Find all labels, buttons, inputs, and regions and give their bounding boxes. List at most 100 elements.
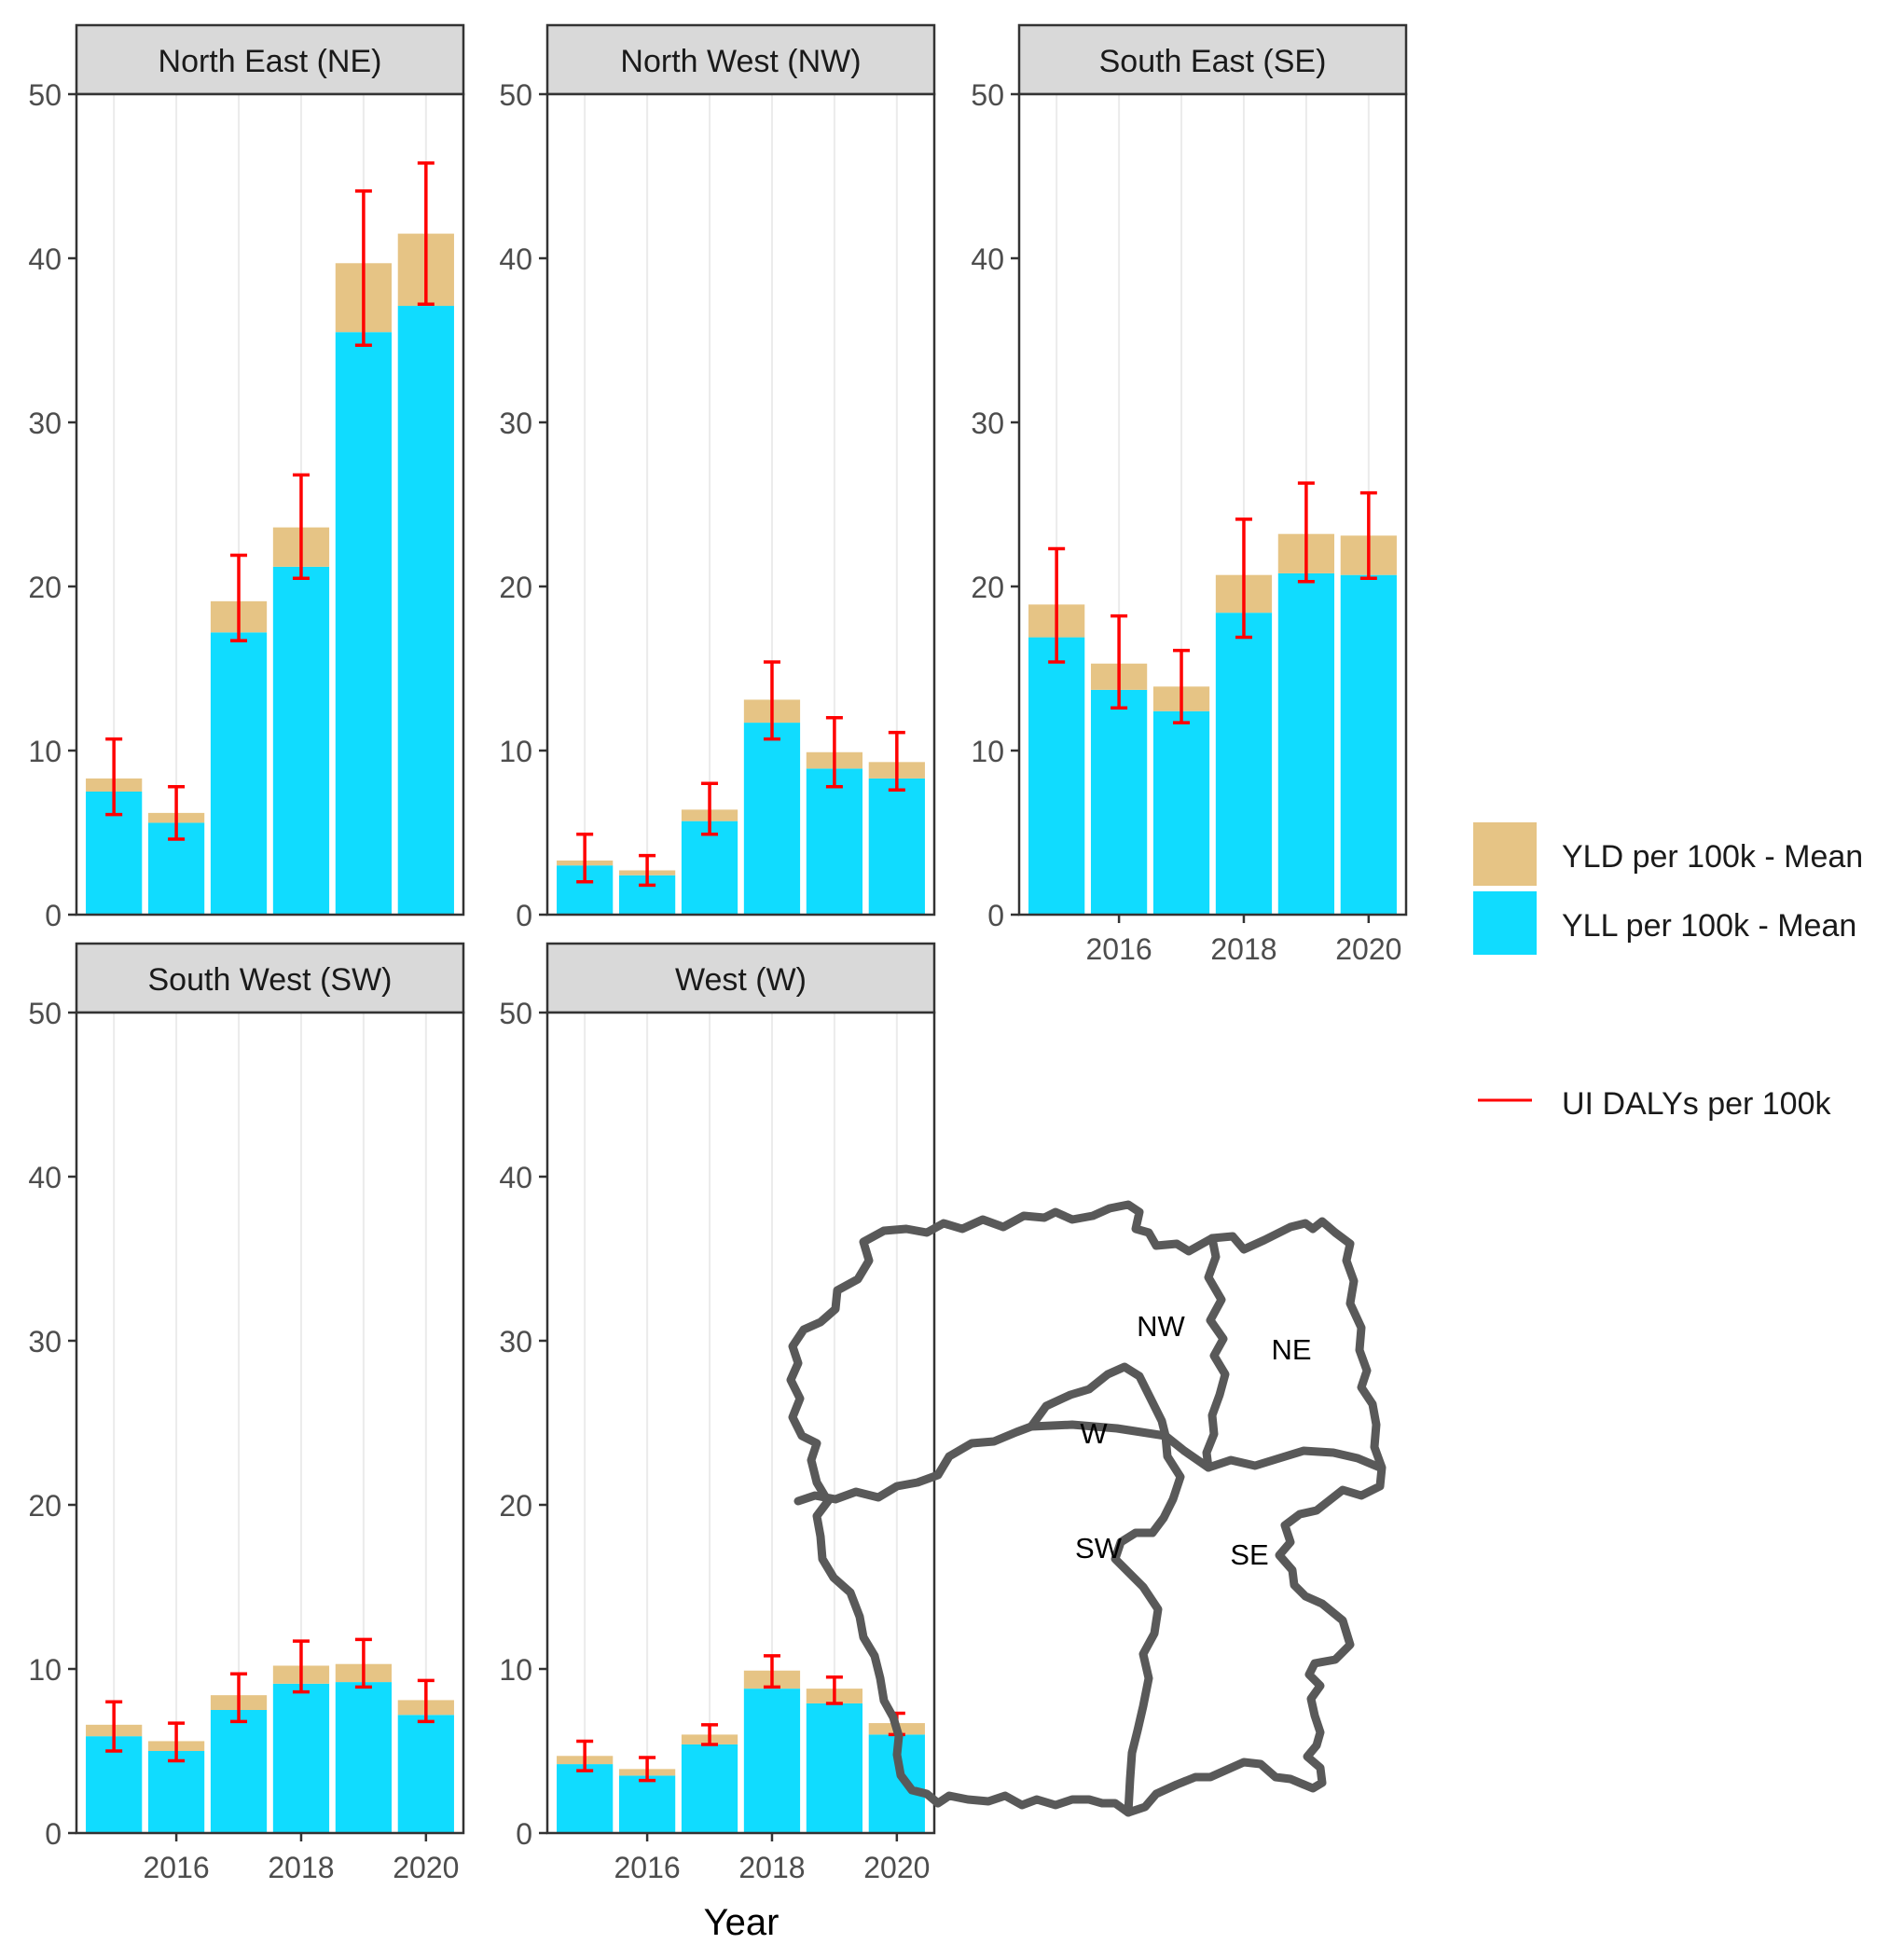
- legend-swatch-yll: [1473, 891, 1537, 955]
- panel-border: [75, 92, 465, 917]
- map-labels: NW NE W SW SE: [1075, 1310, 1312, 1571]
- map-label-w: W: [1080, 1417, 1108, 1450]
- y-tick-label: 10: [28, 735, 62, 768]
- y-tick-label: 50: [28, 997, 62, 1030]
- panel-border: [1017, 92, 1408, 917]
- panel-strip: [75, 942, 465, 1014]
- panel-north-east-ne: North East (NE) 0 10 20 30 40 50: [28, 23, 465, 932]
- y-tick-label: 20: [499, 1489, 532, 1523]
- y-tick-label: 50: [28, 78, 62, 112]
- bar-yll: [335, 1682, 393, 1833]
- y-tick-label: 0: [987, 899, 1004, 932]
- y-tick-label: 30: [28, 1325, 62, 1358]
- germany-region-map: NW NE W SW SE: [786, 1200, 1387, 1817]
- y-tick-label: 40: [28, 242, 62, 276]
- x-tick-label: 2016: [144, 1851, 210, 1884]
- bar-yll: [868, 778, 925, 915]
- panel-title: North West (NW): [620, 44, 861, 79]
- panel-border: [75, 1011, 465, 1835]
- bar-yll: [681, 820, 738, 915]
- bar-yll: [806, 1703, 863, 1833]
- y-tick-label: 30: [971, 407, 1004, 440]
- y-tick-label: 10: [971, 735, 1004, 768]
- bar-yll: [397, 1715, 454, 1833]
- x-axis-title: Year: [704, 1902, 780, 1943]
- legend-label-yll: YLL per 100k - Mean: [1562, 908, 1856, 944]
- plot-background: [547, 1013, 934, 1833]
- bar-yll: [147, 1751, 205, 1833]
- facet-panels: North East (NE) 0 10 20 30 40 50 North West (NW…: [28, 23, 1408, 1884]
- bar-yll: [1152, 710, 1210, 915]
- bar-yll: [1215, 613, 1273, 915]
- y-tick-label: 40: [971, 242, 1004, 276]
- y-tick-label: 20: [971, 571, 1004, 604]
- bar-yll: [210, 1710, 268, 1833]
- y-tick-label: 0: [45, 899, 62, 932]
- y-tick-label: 10: [28, 1653, 62, 1687]
- panel-title: West (W): [675, 962, 807, 998]
- y-tick-label: 10: [499, 1653, 532, 1687]
- y-tick-label: 30: [499, 1325, 532, 1358]
- x-tick-label: 2016: [1086, 932, 1152, 966]
- y-tick-label: 0: [516, 899, 532, 932]
- map-label-nw: NW: [1137, 1310, 1185, 1343]
- x-tick-label: 2018: [268, 1851, 334, 1884]
- bar-yll: [272, 566, 330, 915]
- map-label-se: SE: [1230, 1538, 1268, 1571]
- legend-label-ui: UI DALYs per 100k: [1562, 1086, 1832, 1122]
- plot-background: [76, 1013, 463, 1833]
- legend-label-yld: YLD per 100k - Mean: [1562, 839, 1863, 875]
- y-tick-label: 20: [499, 571, 532, 604]
- x-tick-label: 2020: [1335, 932, 1401, 966]
- x-tick-label: 2018: [1210, 932, 1276, 966]
- panel-title: North East (NE): [159, 44, 382, 79]
- panel-west-w: West (W) 0 10 20 30 40 50 2016 2018 2020: [499, 942, 936, 1884]
- panel-title: South West (SW): [148, 962, 393, 998]
- panel-border: [545, 1011, 936, 1835]
- panel-title: South East (SE): [1099, 44, 1327, 79]
- region-border-nw-ne: [1202, 1234, 1230, 1472]
- x-tick-label: 2018: [738, 1851, 805, 1884]
- y-tick-label: 30: [28, 407, 62, 440]
- y-tick-label: 40: [28, 1161, 62, 1194]
- y-tick-label: 40: [499, 1161, 532, 1194]
- bar-yll: [1277, 572, 1335, 915]
- region-border-main: [793, 1420, 1385, 1506]
- legend-swatch-yld: [1473, 822, 1537, 886]
- bar-yll: [1028, 637, 1085, 915]
- y-tick-label: 0: [516, 1817, 532, 1851]
- bar-yll: [272, 1683, 330, 1833]
- bar-yll: [806, 768, 863, 915]
- y-tick-label: 20: [28, 1489, 62, 1523]
- bar-yll: [210, 632, 268, 915]
- x-tick-label: 2020: [393, 1851, 459, 1884]
- y-tick-label: 20: [28, 571, 62, 604]
- panel-north-west-nw: North West (NW) 0 10 20 30 40 50: [499, 23, 936, 932]
- panel-border: [545, 92, 936, 917]
- bar-yll: [335, 332, 393, 915]
- panel-strip: [75, 23, 465, 96]
- bar-yll: [743, 723, 801, 915]
- map-label-sw: SW: [1075, 1532, 1123, 1565]
- x-tick-label: 2016: [614, 1851, 681, 1884]
- panel-south-west-sw: South West (SW) 0 10 20 30 40 50 2016 2018 2020: [28, 942, 465, 1884]
- bar-yll: [1090, 689, 1148, 915]
- y-tick-label: 50: [499, 78, 532, 112]
- panel-south-east-se: South East (SE) 0 10 20 30 40 50 2016 2018 2020: [971, 23, 1408, 966]
- bar-yll: [681, 1744, 738, 1833]
- y-tick-label: 10: [499, 735, 532, 768]
- y-tick-label: 0: [45, 1817, 62, 1851]
- region-border-sw-se: [1111, 1431, 1185, 1817]
- bar-yll: [557, 1764, 614, 1833]
- panel-strip: [545, 23, 936, 96]
- map-label-ne: NE: [1271, 1333, 1311, 1366]
- bar-yll: [397, 306, 454, 915]
- panel-strip: [545, 942, 936, 1014]
- y-tick-label: 40: [499, 242, 532, 276]
- x-tick-label: 2020: [863, 1851, 930, 1884]
- bar-yll: [1340, 574, 1397, 915]
- bar-yll: [618, 1775, 676, 1833]
- y-tick-label: 50: [499, 997, 532, 1030]
- germany-outline: [786, 1200, 1387, 1817]
